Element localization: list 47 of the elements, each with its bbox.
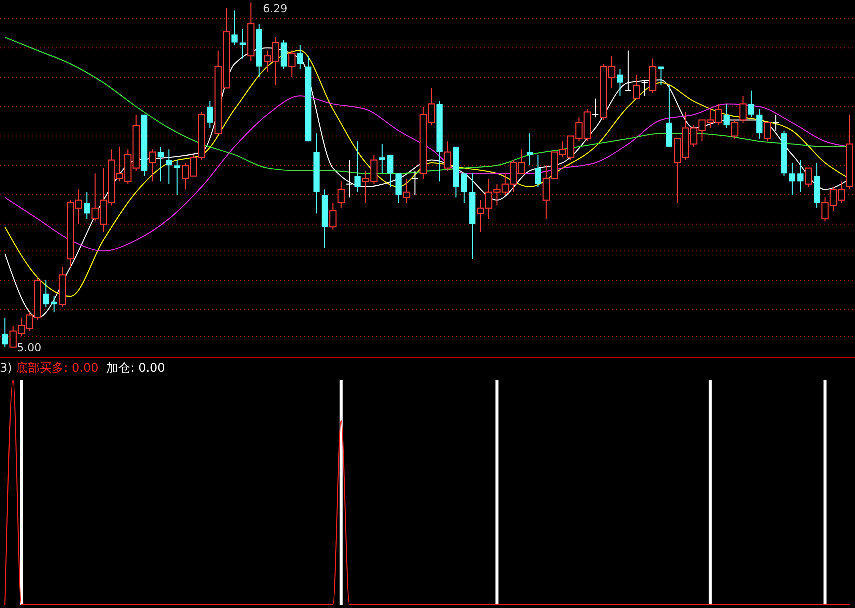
candlestick [84,192,90,220]
candlestick [805,168,812,188]
candlestick [592,98,600,118]
candlestick [2,317,8,348]
candlestick [624,50,632,92]
candlestick [379,144,386,174]
candlestick [166,149,172,185]
candlestick [403,178,411,204]
candlestick [789,162,796,196]
candlestick [207,101,214,129]
candlestick [535,154,542,188]
candlestick [388,154,394,188]
candlestick [748,90,755,118]
text: 3) [0,361,16,375]
candlestick [174,160,180,196]
candlestick [354,141,361,193]
candlestick [740,96,747,124]
candlestick [617,68,624,97]
candlestick [412,170,419,196]
candlestick [43,280,50,308]
candlestick [232,10,238,46]
candlestick [641,80,648,97]
candlestick [658,66,664,86]
candlestick [764,122,772,142]
candlestick [330,202,337,230]
candlestick [756,109,763,140]
candlestick [526,133,534,166]
candlestick [731,120,739,140]
candlestick [798,160,804,193]
candlestick [724,104,730,129]
text: 加仓: 0.00 [106,361,166,375]
candlestick [346,160,354,198]
candlestick [338,181,345,209]
candlestick [633,74,640,100]
candlestick [158,146,164,182]
candlestick [288,50,296,78]
candlestick [444,141,452,172]
candlestick [396,173,402,204]
candlestick [297,44,304,70]
annotation: 5.00 [17,341,42,354]
series-label: 底部买多: 0.00 [16,361,99,375]
candlestick [461,173,468,204]
candlestick [240,28,246,60]
candlestick [149,149,156,182]
candlestick [51,296,58,314]
candlestick [772,114,780,132]
annotation: 6.29 [263,2,288,16]
